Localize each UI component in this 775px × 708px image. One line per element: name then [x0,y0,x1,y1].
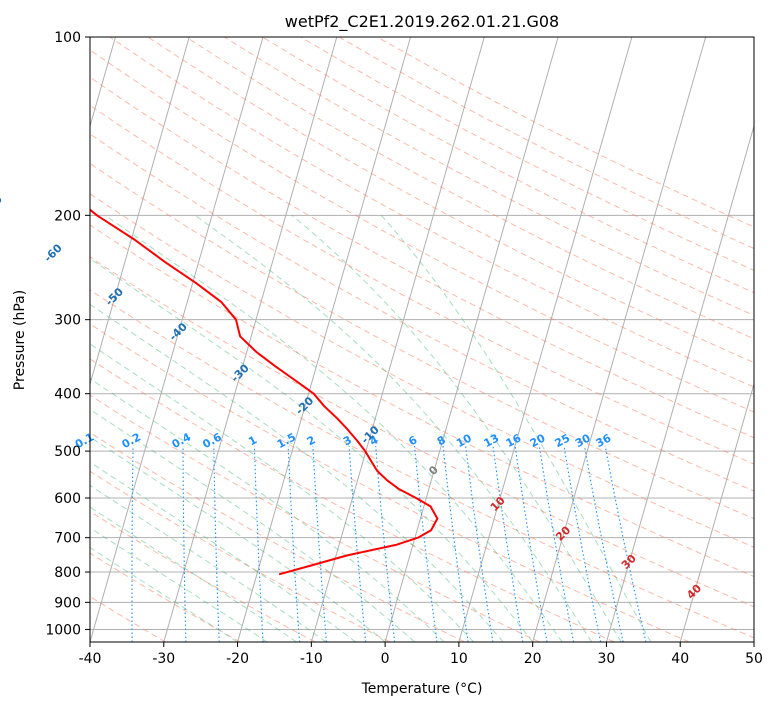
x-tick-label: -40 [79,651,102,667]
moist-adiabat [194,214,593,642]
x-tick-label: 20 [524,651,542,667]
profile-series [0,37,439,576]
mixing-ratio-label: 13 [482,431,502,450]
x-tick-label: 0 [381,651,390,667]
x-tick-label: -20 [226,651,249,667]
mixing-ratio-label: 20 [528,431,548,450]
isotherm-line [163,37,338,642]
isotherm-line [237,37,412,642]
x-tick-label: -10 [300,651,323,667]
moist-adiabat [104,214,563,642]
mixing-ratio-line [465,445,494,642]
mixing-ratio-label: 10 [454,431,474,450]
plot-background [90,37,754,642]
mixing-ratio-line [604,445,647,642]
moist-adiabat [90,484,327,642]
y-tick-label: 300 [54,313,81,329]
dry-adiabat [90,162,754,520]
mixing-ratio-lines [82,445,647,642]
mixing-ratio-label: 16 [504,431,524,450]
dry-adiabat [262,37,754,294]
isotherm-line [90,37,190,386]
grid-layer [90,37,754,642]
dry-adiabat [147,37,754,364]
moist-adiabat [90,343,474,642]
mixing-ratio-line [131,445,134,642]
dry-adiabat [90,470,391,642]
y-axis-label: Pressure (hPa) [12,290,28,390]
y-tick-label: 1000 [45,622,81,638]
x-axis-label: Temperature (°C) [361,681,483,697]
moist-adiabat [380,214,652,642]
isotherm-line [384,37,559,642]
isotherm-line [532,37,707,642]
dry-adiabat [90,596,166,642]
dry-adiabat [90,431,465,642]
dry-adiabat [90,552,241,642]
moist-adiabat [90,408,415,642]
dry-adiabat [90,193,754,548]
isotherm-line [458,37,633,642]
dry-adiabat [90,224,754,578]
x-tick-label: 30 [598,651,616,667]
dry-adiabat [90,76,754,439]
moist-adiabat [291,214,622,642]
dry-adiabat [90,289,754,639]
moist-adiabat [90,378,445,642]
dewpoint-profile-line [0,37,56,574]
x-tick-label: 40 [671,651,689,667]
y-tick-label: 600 [54,491,81,507]
x-tick-label: -30 [152,651,175,667]
mixing-ratio-line [492,445,524,642]
y-tick-label: 100 [54,30,81,46]
x-axis-ticks: -40 -30 -20 -10 0 10 20 30 40 50 [79,642,763,667]
mixing-ratio-label: 36 [594,431,614,450]
moist-adiabat [90,461,356,642]
moist-adiabat [90,436,386,642]
mixing-ratio-label: 30 [573,431,593,450]
mixing-ratio-line [514,445,548,642]
mixing-ratio-line [182,445,187,642]
dry-adiabat [90,133,754,492]
temperature-profile-line [90,208,439,576]
dry-adiabat [90,323,690,642]
isotherm-line [679,382,754,642]
line-labels: 0.10.20.40.611.52346810131620253036-100-… [0,193,704,602]
isotherm-label: -60 [42,241,65,264]
isotherm-label: -70 [0,193,5,216]
x-tick-label: 50 [745,651,763,667]
mixing-ratio-line [213,445,220,642]
mixing-ratio-line [253,445,264,642]
plot-frame [89,36,755,643]
auxiliary-lines [90,37,754,642]
mixing-ratio-label: 25 [553,431,573,450]
isotherm-line [310,37,485,642]
dry-adiabat [90,104,754,465]
mixing-ratio-line [348,445,367,642]
chart-title: wetPf2_C2E1.2019.262.01.21.G08 [285,12,559,32]
isotherm-line [90,37,264,642]
mixing-ratio-line [563,445,602,642]
mixing-ratio-line [287,445,301,642]
mixing-ratio-line [538,445,575,642]
isotherm-line [605,124,754,642]
y-tick-label: 500 [54,444,81,460]
y-tick-label: 700 [54,531,81,547]
dry-adiabat [185,37,754,340]
isotherm-line [753,640,754,642]
mixing-ratio-line [583,445,624,642]
x-tick-label: 10 [450,651,468,667]
y-axis-ticks: 1000 900 800 700 600 500 400 300 200 100 [45,30,90,638]
moist-adiabat [90,506,297,642]
mixing-ratio-line [442,445,469,642]
y-tick-label: 800 [54,565,81,581]
mixing-ratio-line [82,446,86,642]
mixing-ratio-line [413,445,438,642]
mixing-ratio-line [375,445,396,642]
y-tick-label: 900 [54,595,81,611]
y-tick-label: 400 [54,387,81,403]
moist-adiabat [90,257,534,642]
y-tick-label: 200 [54,208,81,224]
